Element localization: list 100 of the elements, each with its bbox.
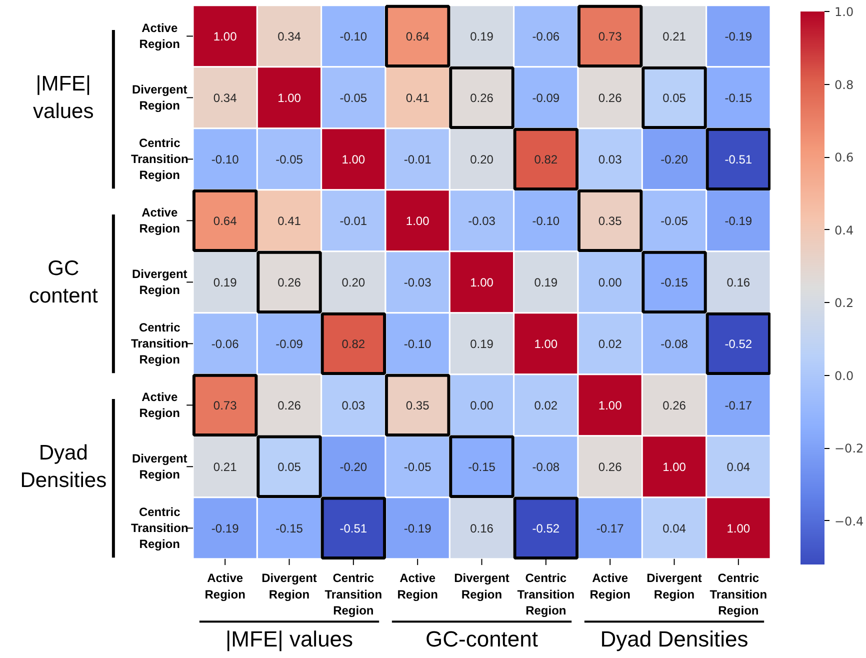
x-tick-label: Centric Transition Region — [710, 571, 768, 618]
data-label: -0.19 — [211, 522, 240, 536]
data-label: -0.52 — [724, 337, 752, 352]
data-label: 0.34 — [278, 30, 302, 44]
data-label: -0.15 — [276, 522, 304, 536]
data-label: 0.02 — [534, 398, 558, 413]
text: GC-content — [426, 626, 538, 652]
text: |MFE| values — [33, 72, 94, 123]
y-tick-label: Divergent Region — [132, 82, 188, 113]
data-label: -0.52 — [532, 522, 560, 536]
x-tick-label: Divergent Region — [646, 571, 702, 602]
data-label: -0.05 — [660, 214, 688, 228]
data-label: 0.26 — [278, 276, 302, 290]
data-label: 1.00 — [470, 276, 494, 290]
color-bar-label: 0.4 — [834, 223, 854, 238]
data-label: -0.51 — [724, 152, 752, 167]
data-label: -0.19 — [724, 214, 752, 228]
data-label: -0.03 — [404, 276, 432, 290]
data-label: 0.35 — [406, 398, 430, 413]
text: GC content — [28, 256, 98, 308]
data-label: 1.00 — [406, 214, 430, 228]
x-tick-label: Active Region — [204, 571, 246, 602]
data-label: -0.10 — [532, 214, 560, 228]
data-label: -0.03 — [468, 214, 496, 228]
x-tick-label: Divergent Region — [454, 571, 510, 602]
data-label: 0.26 — [598, 91, 622, 106]
data-label: 0.26 — [662, 398, 686, 413]
data-label: -0.05 — [404, 460, 432, 474]
data-label: -0.01 — [404, 152, 432, 167]
data-label: -0.17 — [596, 522, 624, 536]
color-bar-label: −0.4 — [834, 514, 864, 528]
data-label: -0.20 — [340, 460, 368, 474]
data-label: 0.41 — [278, 214, 302, 228]
x-tick-label: Centric Transition Region — [517, 571, 575, 618]
data-label: 0.20 — [342, 276, 366, 290]
data-label: -0.10 — [404, 337, 432, 352]
data-label: 0.82 — [534, 152, 558, 167]
data-label: 1.00 — [598, 398, 622, 413]
color-bar-label: 1.0 — [834, 5, 854, 19]
color-bar-label: 0.6 — [834, 150, 854, 165]
data-label: 1.00 — [278, 91, 302, 106]
data-label: 0.05 — [278, 460, 302, 474]
data-label: 0.19 — [534, 276, 558, 290]
data-label: -0.09 — [276, 337, 304, 352]
text: Dyad Densities — [600, 626, 748, 652]
color-bar-label: 0.2 — [834, 296, 854, 310]
data-label: -0.17 — [724, 398, 752, 413]
data-label: -0.15 — [660, 276, 688, 290]
data-label: 0.05 — [662, 91, 686, 106]
color-bar-label: −0.2 — [834, 442, 864, 456]
y-tick-label: Centric Transition Region — [130, 505, 188, 552]
data-label: 0.26 — [470, 91, 494, 106]
text: |MFE| values — [225, 626, 354, 652]
data-label: 0.26 — [598, 460, 622, 474]
data-label: 0.21 — [213, 460, 238, 474]
data-label: 1.00 — [534, 337, 558, 352]
data-label: 0.35 — [598, 214, 622, 228]
x-tick-label: Active Region — [397, 571, 438, 602]
data-label: 0.41 — [406, 91, 430, 106]
data-label: -0.05 — [276, 152, 304, 167]
data-label: -0.10 — [211, 152, 240, 167]
text: Dyad Densities — [20, 441, 107, 492]
data-label: 1.00 — [213, 30, 238, 44]
data-label: 0.64 — [213, 214, 238, 228]
data-label: 0.19 — [470, 30, 494, 44]
data-label: 0.00 — [598, 276, 622, 290]
data-label: -0.08 — [532, 460, 560, 474]
data-label: -0.15 — [468, 460, 496, 474]
data-label: 1.00 — [726, 522, 750, 536]
x-tick-label: Centric Transition Region — [324, 571, 382, 618]
data-label: 0.16 — [470, 522, 494, 536]
x-tick-label: Divergent Region — [262, 571, 317, 602]
y-tick-label: Divergent Region — [132, 267, 188, 298]
data-label: 0.21 — [662, 30, 686, 44]
data-label: -0.20 — [660, 152, 688, 167]
color-bar-label: 0.8 — [834, 78, 854, 92]
y-tick-label: Active Region — [139, 206, 180, 236]
data-label: 0.73 — [213, 398, 238, 413]
data-label: -0.51 — [340, 522, 368, 536]
data-label: 0.03 — [342, 398, 366, 413]
data-label: -0.19 — [724, 30, 752, 44]
data-label: 0.19 — [213, 276, 238, 290]
data-label: -0.19 — [404, 522, 432, 536]
data-label: -0.10 — [340, 30, 368, 44]
data-label: -0.01 — [340, 214, 368, 228]
data-label: 0.82 — [342, 337, 366, 352]
data-label: -0.06 — [532, 30, 560, 44]
data-label: 0.04 — [662, 522, 686, 536]
data-label: 0.73 — [598, 30, 622, 44]
data-label: 0.02 — [598, 337, 622, 352]
data-label: 1.00 — [342, 152, 366, 167]
data-label: 0.26 — [278, 398, 302, 413]
color-bar-label: 0.0 — [834, 368, 854, 383]
x-tick-label: Active Region — [590, 571, 630, 602]
data-label: 0.20 — [470, 152, 494, 167]
data-label: 1.00 — [662, 460, 686, 474]
data-label: 0.34 — [213, 91, 238, 106]
data-label: 0.03 — [598, 152, 622, 167]
data-label: 0.00 — [470, 398, 494, 413]
data-label: -0.08 — [660, 337, 688, 352]
